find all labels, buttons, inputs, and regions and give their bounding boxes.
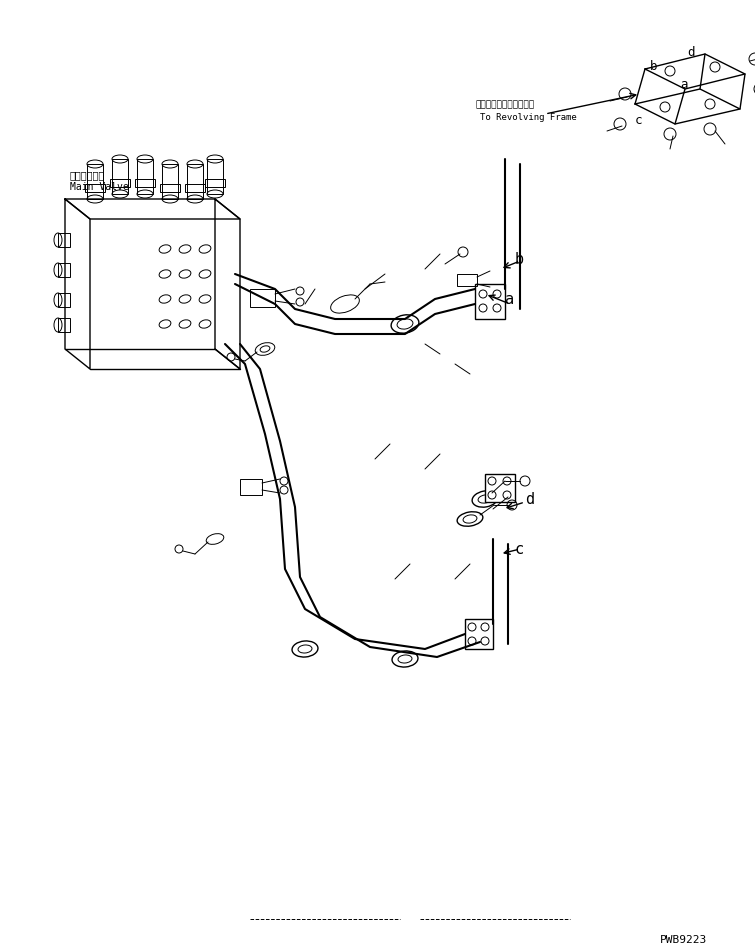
Bar (485, 474, 515, 503)
Text: c: c (635, 113, 643, 127)
Text: c: c (515, 542, 524, 557)
Bar (58, 293, 70, 307)
Bar (207, 160, 223, 195)
Bar (205, 180, 225, 188)
Bar (457, 275, 477, 287)
Bar (58, 234, 70, 248)
Text: レボルビングフレームヘ: レボルビングフレームヘ (475, 100, 534, 109)
Text: b: b (515, 252, 524, 268)
Text: To Revolving Frame: To Revolving Frame (480, 113, 577, 123)
Text: d: d (525, 492, 534, 507)
Text: a: a (680, 78, 688, 91)
Ellipse shape (472, 491, 498, 507)
Ellipse shape (206, 534, 223, 545)
Bar (87, 165, 103, 200)
Bar (475, 285, 505, 320)
Text: メインバルブ: メインバルブ (70, 169, 105, 180)
Bar (187, 165, 203, 200)
Bar (112, 160, 128, 195)
Bar (250, 289, 275, 307)
Bar (58, 264, 70, 278)
Ellipse shape (255, 344, 275, 356)
Bar (85, 185, 105, 193)
Bar (58, 319, 70, 332)
Ellipse shape (392, 651, 418, 667)
Ellipse shape (457, 512, 483, 526)
Bar (465, 620, 493, 649)
Bar (160, 185, 180, 193)
Bar (110, 180, 130, 188)
Bar (135, 180, 155, 188)
Ellipse shape (391, 315, 419, 334)
Bar (137, 160, 153, 195)
Text: a: a (505, 292, 514, 307)
Text: b: b (650, 60, 658, 73)
Bar (240, 480, 262, 495)
Ellipse shape (292, 642, 318, 658)
Text: Main Valve: Main Valve (70, 182, 129, 191)
Text: d: d (687, 46, 695, 58)
Bar (185, 185, 205, 193)
Bar (162, 165, 178, 200)
Text: PWB9223: PWB9223 (660, 934, 707, 944)
